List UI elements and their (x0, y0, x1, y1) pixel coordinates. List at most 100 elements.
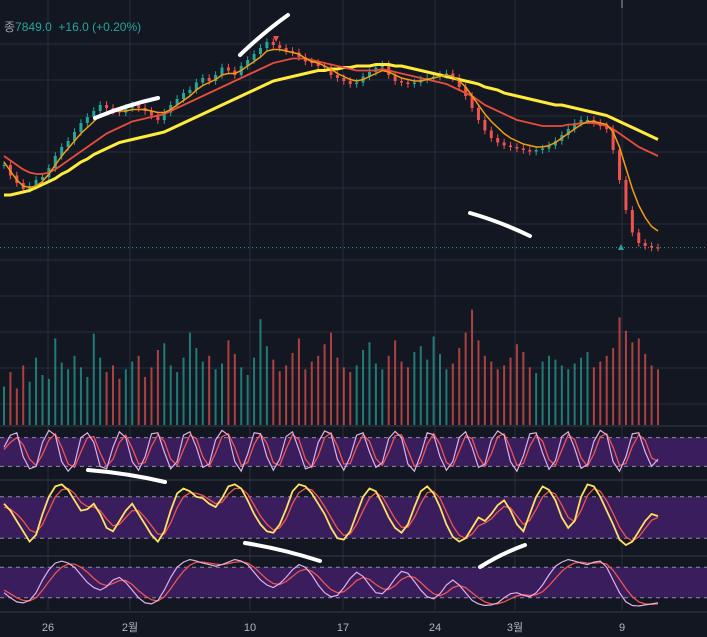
volume-bar-102 (657, 369, 659, 425)
candle-body-76 (489, 130, 493, 138)
candle-body-42 (271, 42, 275, 45)
volume-bar-4 (28, 381, 31, 425)
volume-bar-10 (67, 369, 70, 425)
x-tick-4: 24 (429, 622, 441, 634)
volume-bar-23 (150, 367, 153, 425)
volume-bar-61 (394, 340, 397, 425)
candle-body-77 (496, 138, 500, 143)
candle-body-102 (656, 247, 660, 249)
volume-bar-42 (272, 359, 275, 425)
volume-bar-64 (413, 351, 416, 425)
candle-body-40 (258, 48, 262, 54)
annotation-stroke-0 (93, 96, 160, 120)
candle-body-5 (34, 180, 38, 186)
volume-bar-100 (644, 353, 647, 425)
candle-body-62 (400, 81, 404, 83)
volume-bar-44 (285, 365, 288, 425)
candle-body-52 (335, 75, 339, 78)
volume-bar-62 (400, 361, 403, 425)
annotation-stroke-1 (238, 13, 290, 57)
candle-body-75 (483, 120, 487, 131)
volume-bar-40 (259, 319, 262, 425)
volume-bar-68 (439, 353, 441, 425)
candle-body-74 (476, 108, 480, 120)
volume-bar-3 (22, 365, 25, 425)
volume-bar-85 (548, 355, 550, 425)
volume-bar-41 (265, 346, 268, 425)
candle-body-44 (284, 48, 288, 51)
volume-bar-35 (227, 340, 230, 425)
candle-body-64 (412, 82, 416, 84)
volume-bar-80 (515, 344, 518, 425)
up-marker (618, 244, 624, 250)
volume-bar-67 (432, 336, 435, 425)
volume-bar-95 (612, 348, 615, 425)
candle-body-8 (53, 156, 57, 168)
volume-bar-9 (60, 362, 63, 425)
candle-body-72 (464, 87, 468, 96)
volume-bar-75 (483, 355, 486, 425)
candle-body-32 (207, 78, 211, 81)
volume-bar-97 (624, 330, 627, 425)
candle-body-98 (630, 210, 634, 233)
candle-body-101 (650, 246, 654, 248)
volume-bar-73 (471, 309, 474, 425)
volume-bar-52 (336, 357, 339, 425)
volume-bar-89 (573, 363, 576, 425)
osc3-signal-line (3, 560, 659, 606)
volume-bar-57 (368, 342, 371, 425)
volume-bar-38 (246, 375, 249, 425)
candle-body-9 (60, 147, 64, 156)
volume-bar-58 (374, 363, 377, 425)
candle-body-83 (534, 150, 538, 152)
volume-bar-15 (99, 357, 102, 425)
volume-bar-8 (54, 338, 57, 425)
volume-bar-13 (86, 376, 89, 425)
volume-bar-24 (156, 350, 159, 425)
volume-bar-28 (182, 357, 185, 425)
volume-bar-14 (92, 333, 95, 425)
ma-mid-line (3, 57, 659, 175)
price-header: 종7849.0 +16.0 (+0.20%) (4, 18, 141, 35)
volume-bar-84 (541, 361, 544, 425)
osc1-main-line (3, 429, 659, 473)
candle-body-80 (515, 147, 519, 149)
candle-body-30 (194, 82, 198, 90)
candle-body-13 (85, 117, 89, 123)
volume-bar-47 (304, 369, 307, 425)
candle-body-82 (528, 150, 532, 152)
candle-body-25 (162, 112, 166, 120)
osc1-band (0, 437, 707, 467)
x-tick-1: 2월 (122, 621, 138, 634)
candle-body-31 (201, 78, 205, 83)
volume-bar-7 (47, 378, 50, 425)
volume-bar-0 (3, 386, 5, 425)
ma-slow-line (4, 63, 659, 197)
candle-body-61 (393, 75, 397, 81)
candle-body-10 (66, 141, 70, 147)
volume-bar-92 (592, 367, 595, 425)
volume-bar-48 (310, 361, 313, 425)
candle-body-57 (367, 72, 371, 77)
volume-bar-90 (580, 357, 583, 425)
candle-body-63 (406, 82, 410, 84)
volume-bar-70 (451, 363, 454, 425)
volume-bar-1 (9, 372, 12, 425)
volume-bar-74 (477, 340, 480, 425)
x-tick-2: 10 (244, 622, 256, 634)
x-tick-5: 3월 (507, 621, 523, 634)
close-value: 7849.0 (15, 20, 52, 34)
volume-bar-30 (195, 348, 198, 425)
candle-body-94 (605, 126, 609, 129)
volume-bar-54 (349, 372, 352, 425)
volume-bar-49 (317, 355, 320, 425)
candle-body-12 (79, 123, 83, 132)
candle-body-84 (541, 148, 545, 150)
candle-body-91 (585, 120, 589, 121)
candle-body-71 (457, 78, 461, 87)
volume-bar-79 (509, 357, 512, 425)
volume-bar-6 (41, 375, 44, 425)
candle-body-23 (149, 111, 153, 116)
volume-bar-71 (458, 348, 461, 425)
